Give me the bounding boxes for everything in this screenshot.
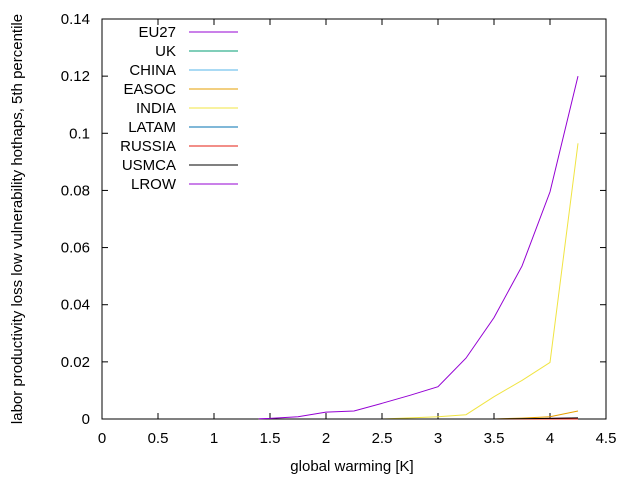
legend-label: LROW	[131, 176, 177, 193]
x-tick-label: 2	[322, 430, 330, 447]
x-tick-label: 1	[210, 430, 218, 447]
y-tick-label: 0.02	[61, 354, 90, 371]
y-tick-label: 0.1	[69, 125, 90, 142]
y-tick-label: 0.08	[61, 182, 90, 199]
legend-label: INDIA	[136, 100, 176, 117]
series-line-lrow	[258, 75, 579, 420]
x-tick-label: 0.5	[148, 430, 169, 447]
x-tick-label: 3.5	[484, 430, 505, 447]
series-line-usmca	[258, 417, 579, 420]
legend-label: EU27	[138, 24, 176, 41]
legend-label: LATAM	[128, 119, 176, 136]
y-tick-label: 0.06	[61, 240, 90, 257]
legend-label: USMCA	[122, 157, 176, 174]
x-tick-label: 4.5	[596, 430, 617, 447]
x-tick-label: 4	[546, 430, 554, 447]
x-tick-label: 0	[98, 430, 106, 447]
series-line-india	[258, 143, 579, 420]
legend-label: EASOC	[123, 81, 176, 98]
x-tick-label: 2.5	[372, 430, 393, 447]
y-tick-label: 0	[82, 411, 90, 428]
y-tick-label: 0.04	[61, 297, 90, 314]
y-axis-label: labor productivity loss low vulnerabilit…	[9, 14, 26, 424]
legend: EU27 UK CHINA EASOC INDIA LATAM RUSSIA USMCA LRO…	[120, 24, 238, 193]
y-tick-label: 0.14	[61, 11, 90, 28]
x-axis: 0 0.5 1 1.5 2 2.5 3 3.5 4 4.5	[98, 19, 617, 447]
legend-label: CHINA	[129, 62, 176, 79]
y-axis: 0 0.02 0.04 0.06 0.08 0.1 0.12 0.14	[61, 11, 606, 428]
x-tick-label: 3	[434, 430, 442, 447]
x-axis-label: global warming [K]	[290, 458, 413, 475]
legend-label: RUSSIA	[120, 138, 176, 155]
series-lines	[258, 75, 579, 420]
legend-label: UK	[155, 43, 176, 60]
plot-frame	[101, 18, 607, 420]
y-tick-label: 0.12	[61, 68, 90, 85]
x-tick-label: 1.5	[260, 430, 281, 447]
